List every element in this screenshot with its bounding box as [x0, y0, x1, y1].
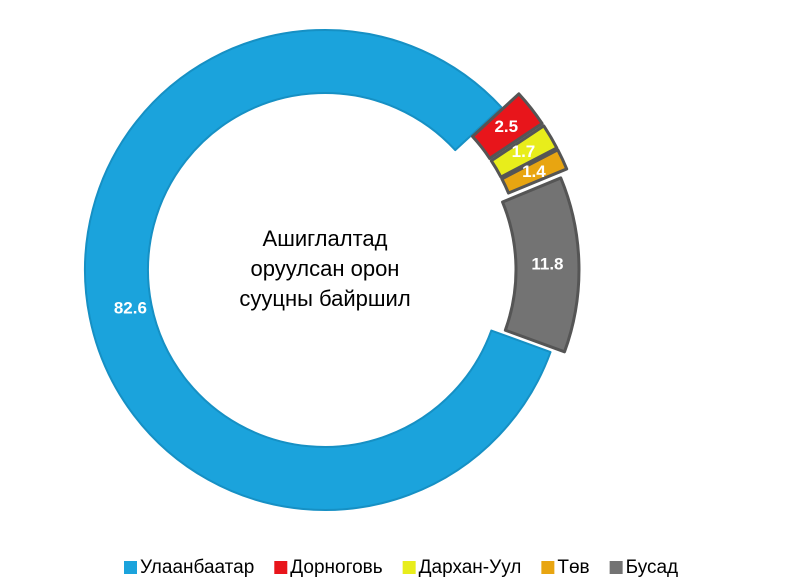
legend-swatch — [402, 561, 416, 574]
data-label: 2.5 — [494, 117, 518, 136]
donut-segment — [489, 124, 559, 179]
donut-segment — [84, 29, 552, 511]
legend-label: Төв — [557, 557, 589, 578]
donut-segment — [501, 176, 581, 354]
donut-segment — [471, 92, 544, 160]
legend-label: Улаанбаатар — [140, 557, 254, 578]
legend-label: Бусад — [626, 557, 679, 578]
center-label: сууцны байршил — [239, 286, 410, 311]
data-label: 1.7 — [512, 142, 536, 161]
legend-swatch — [274, 561, 288, 574]
data-label: 1.4 — [522, 162, 546, 181]
data-label: 11.8 — [531, 255, 563, 274]
legend-label: Дорноговь — [290, 557, 382, 578]
donut-segment — [500, 148, 569, 195]
center-label: оруулсан орон — [251, 256, 400, 281]
data-label: 82.6 — [114, 298, 147, 317]
center-label: Ашиглалтад — [263, 226, 388, 251]
legend-swatch — [541, 561, 555, 574]
legend-swatch — [124, 561, 137, 574]
legend-swatch — [609, 561, 623, 574]
legend-label: Дархан-Уул — [419, 557, 522, 578]
